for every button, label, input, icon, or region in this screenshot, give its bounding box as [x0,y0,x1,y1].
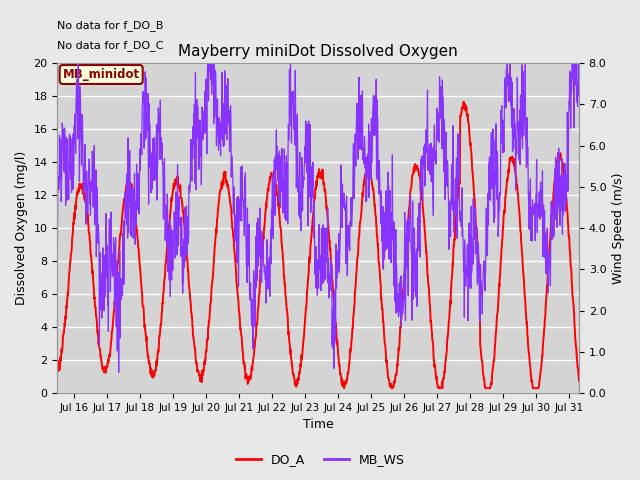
Y-axis label: Wind Speed (m/s): Wind Speed (m/s) [612,172,625,284]
Text: No data for f_DO_B: No data for f_DO_B [58,20,164,31]
Y-axis label: Dissolved Oxygen (mg/l): Dissolved Oxygen (mg/l) [15,151,28,305]
Text: No data for f_DO_C: No data for f_DO_C [58,40,164,51]
Title: Mayberry miniDot Dissolved Oxygen: Mayberry miniDot Dissolved Oxygen [179,44,458,59]
Legend: DO_A, MB_WS: DO_A, MB_WS [230,448,410,471]
Text: MB_minidot: MB_minidot [63,68,140,81]
X-axis label: Time: Time [303,419,333,432]
